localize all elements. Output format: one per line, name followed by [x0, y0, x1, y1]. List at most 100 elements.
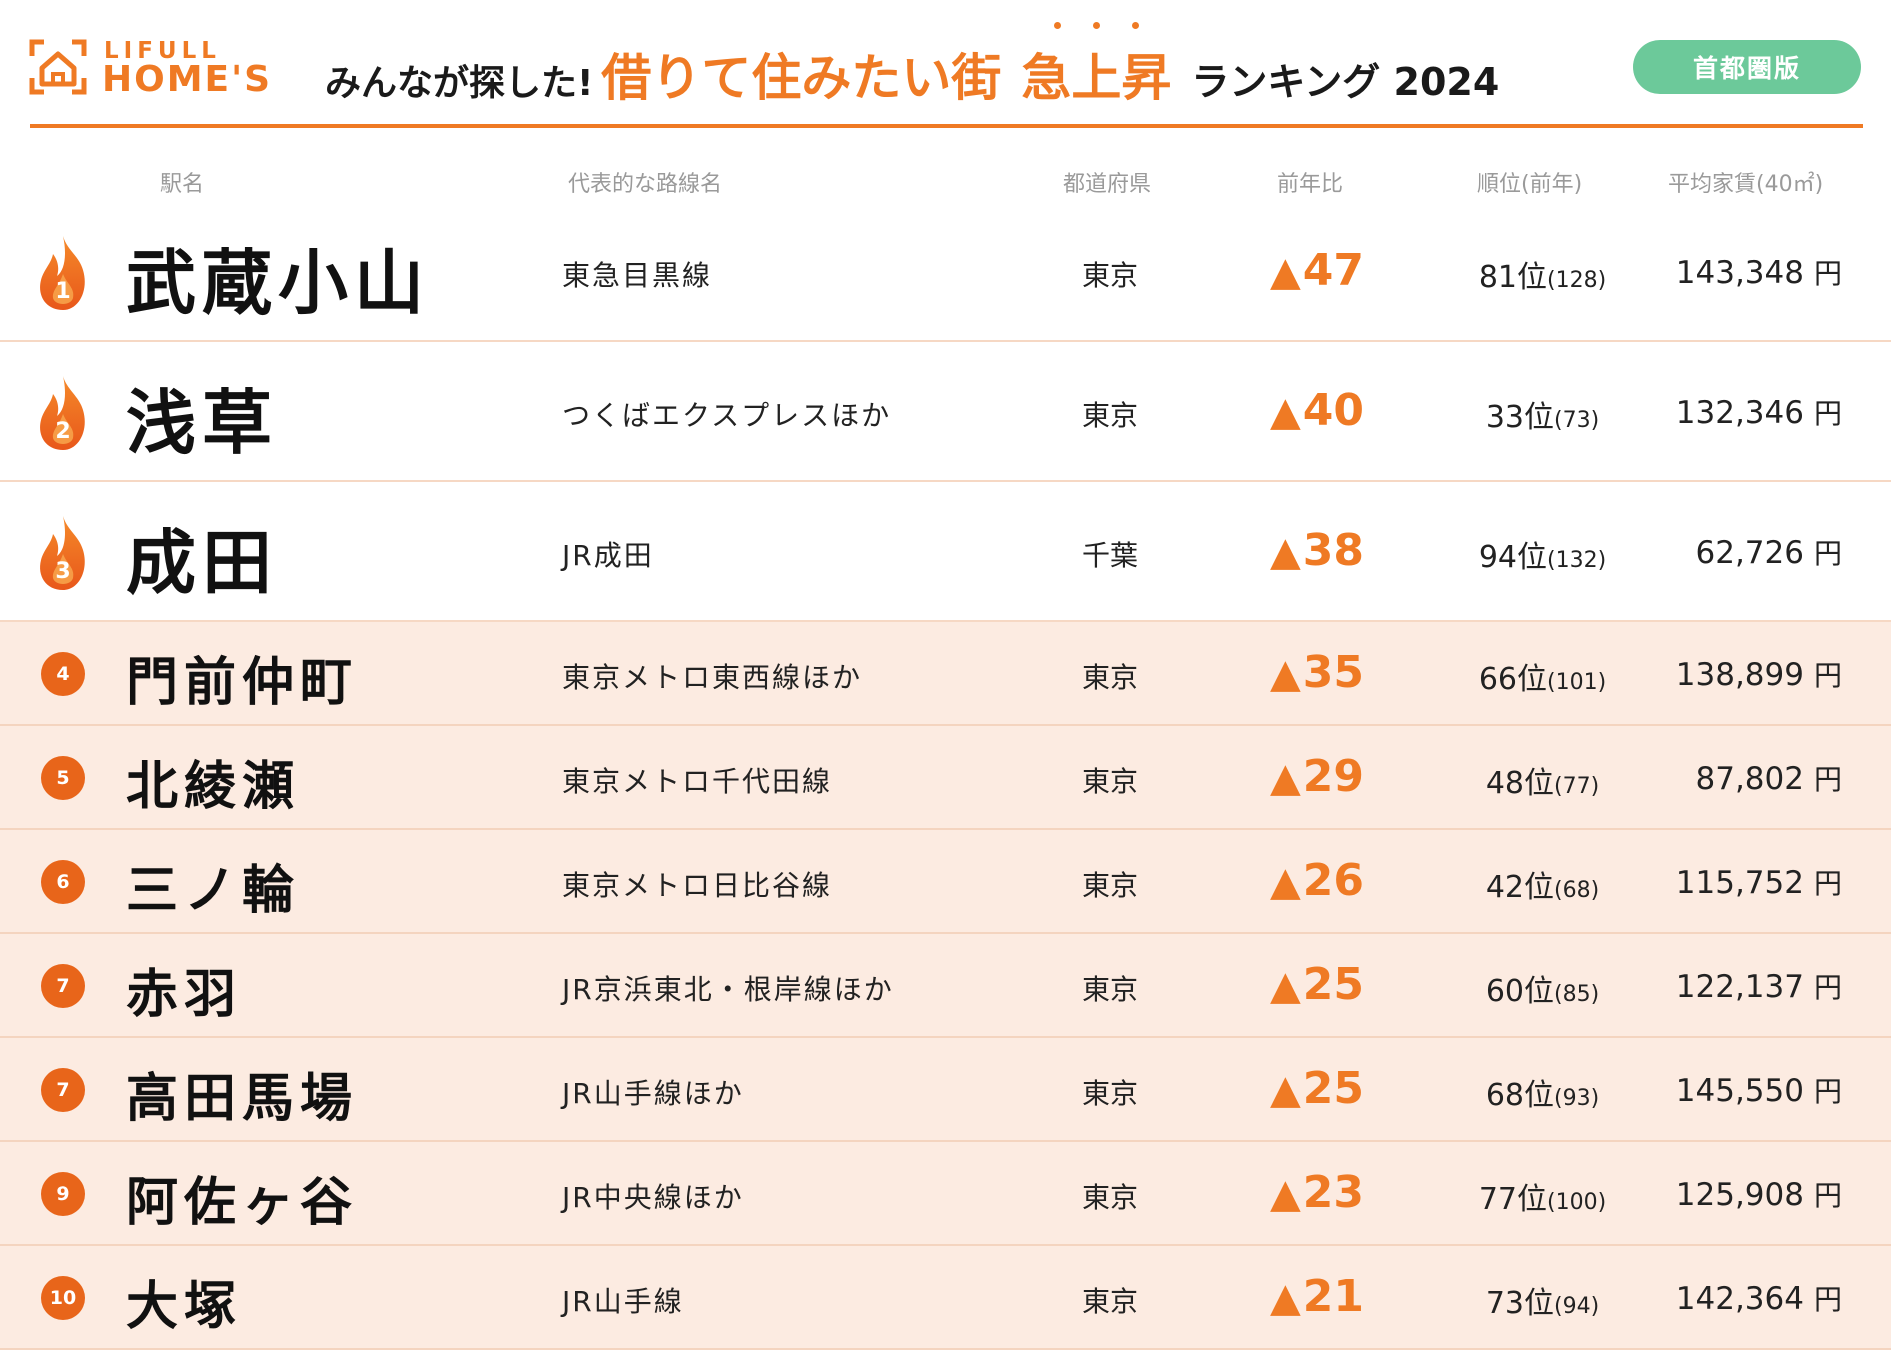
change-value: 29 [1302, 751, 1364, 802]
railway-line: 東急目黒線 [562, 259, 713, 292]
railway-line: JR山手線ほか [562, 1077, 744, 1110]
rank-number: 7 [56, 1079, 70, 1101]
column-header-prefecture: 都道府県 [1063, 172, 1152, 197]
station-name: 成田 [126, 522, 278, 604]
up-arrow-icon: ▲ [1270, 651, 1301, 697]
rank-badge-icon: 9 [41, 1172, 85, 1216]
yen-unit: 円 [1813, 1179, 1842, 1212]
column-header-line: 代表的な路線名 [568, 172, 723, 197]
station-name: 赤羽 [126, 965, 243, 1025]
rank-current-previous: 73位(94) [1420, 1278, 1665, 1322]
previous-rank: (132) [1547, 548, 1607, 573]
current-rank: 94位 [1478, 540, 1547, 575]
rent-value: 132,346 [1675, 395, 1804, 431]
rank-badge-icon: 6 [41, 860, 85, 904]
railway-line: JR中央線ほか [562, 1181, 744, 1214]
yoy-change: ▲23 [1270, 1167, 1364, 1218]
average-rent: 138,899 円 [1660, 654, 1842, 694]
table-row: 10 大塚 JR山手線 東京 ▲21 73位(94) 142,364 円 [0, 1246, 1891, 1350]
rank-number: 3 [55, 559, 71, 584]
prefecture: 東京 [1081, 661, 1138, 694]
yen-unit: 円 [1813, 257, 1842, 290]
prefecture: 東京 [1081, 1077, 1138, 1110]
yen-unit: 円 [1813, 971, 1842, 1004]
station-name: 三ノ輪 [126, 861, 301, 921]
rank-badge-icon: 4 [41, 652, 85, 696]
station-name: 門前仲町 [126, 653, 359, 713]
table-row: 6 三ノ輪 東京メトロ日比谷線 東京 ▲26 42位(68) 115,752 円 [0, 830, 1891, 934]
current-rank: 66位 [1478, 662, 1547, 697]
rank-current-previous: 42位(68) [1420, 862, 1665, 906]
title-prefix: みんなが探した! [325, 63, 594, 104]
rent-value: 62,726 [1695, 535, 1804, 571]
rank-badge-icon: 7 [41, 964, 85, 1008]
rank-current-previous: 77位(100) [1420, 1174, 1665, 1218]
rank-current-previous: 81位(128) [1420, 252, 1665, 296]
flame-icon: 2 [33, 374, 93, 454]
yoy-change: ▲40 [1270, 385, 1364, 436]
yoy-change: ▲38 [1270, 525, 1364, 576]
average-rent: 125,908 円 [1660, 1174, 1842, 1214]
prefecture: 東京 [1081, 1181, 1138, 1214]
railway-line: JR京浜東北・根岸線ほか [562, 973, 894, 1006]
edition-badge: 首都圏版 [1633, 40, 1861, 94]
previous-rank: (101) [1547, 670, 1607, 695]
rent-value: 87,802 [1695, 761, 1804, 797]
rank-current-previous: 33位(73) [1420, 392, 1665, 436]
change-value: 38 [1302, 525, 1364, 576]
logo-text-homes: HOME'S [102, 59, 273, 100]
column-header-rent: 平均家賃(40㎡) [1668, 172, 1824, 197]
rent-value: 122,137 [1675, 969, 1804, 1005]
railway-line: 東京メトロ日比谷線 [562, 869, 833, 902]
rank-number: 5 [56, 767, 70, 789]
prefecture: 千葉 [1081, 539, 1138, 572]
yen-unit: 円 [1813, 1075, 1842, 1108]
previous-rank: (77) [1554, 774, 1600, 799]
prefecture: 東京 [1081, 765, 1138, 798]
title-main: 借りて住みたい街 [601, 49, 1002, 107]
average-rent: 87,802 円 [1660, 758, 1843, 798]
flame-icon: 3 [33, 514, 93, 594]
station-name: 阿佐ヶ谷 [126, 1173, 359, 1233]
up-arrow-icon: ▲ [1270, 1067, 1301, 1113]
up-arrow-icon: ▲ [1270, 1275, 1301, 1321]
average-rent: 62,726 円 [1660, 532, 1843, 572]
rent-value: 143,348 [1675, 255, 1804, 291]
up-arrow-icon: ▲ [1270, 1171, 1301, 1217]
emphasis-dots [1021, 22, 1171, 29]
rank-number: 1 [55, 279, 71, 304]
average-rent: 143,348 円 [1660, 252, 1842, 292]
current-rank: 42位 [1485, 870, 1554, 905]
prefecture: 東京 [1081, 1285, 1138, 1318]
rent-value: 115,752 [1675, 865, 1804, 901]
previous-rank: (85) [1554, 982, 1600, 1007]
average-rent: 142,364 円 [1660, 1278, 1842, 1318]
header-divider [30, 124, 1863, 128]
change-value: 40 [1302, 385, 1364, 436]
previous-rank: (73) [1554, 408, 1600, 433]
yen-unit: 円 [1813, 1283, 1842, 1316]
yen-unit: 円 [1813, 397, 1842, 430]
rank-number: 10 [49, 1287, 77, 1309]
yen-unit: 円 [1813, 659, 1842, 692]
average-rent: 132,346 円 [1660, 392, 1842, 432]
rank-current-previous: 60位(85) [1420, 966, 1665, 1010]
station-name: 大塚 [126, 1277, 243, 1337]
table-row: 9 阿佐ヶ谷 JR中央線ほか 東京 ▲23 77位(100) 125,908 円 [0, 1142, 1891, 1246]
rent-value: 145,550 [1675, 1073, 1804, 1109]
change-value: 35 [1302, 647, 1364, 698]
page-title: みんなが探した! 借りて住みたい街 急上昇 ランキング 2024 [325, 22, 1499, 108]
yoy-change: ▲21 [1270, 1271, 1364, 1322]
column-header-station: 駅名 [160, 172, 205, 197]
change-value: 25 [1302, 1063, 1364, 1114]
table-row: 2 浅草 つくばエクスプレスほか 東京 ▲40 33位(73) 132,346 円 [0, 342, 1891, 482]
table-row: 1 武蔵小山 東急目黒線 東京 ▲47 81位(128) 143,348 円 [0, 202, 1891, 342]
yen-unit: 円 [1813, 763, 1842, 796]
house-icon [29, 39, 87, 95]
current-rank: 33位 [1485, 400, 1554, 435]
previous-rank: (68) [1554, 878, 1600, 903]
column-header-change: 前年比 [1277, 172, 1344, 197]
table-row: 3 成田 JR成田 千葉 ▲38 94位(132) 62,726 円 [0, 482, 1891, 622]
rent-value: 125,908 [1675, 1177, 1804, 1213]
table-row: 7 赤羽 JR京浜東北・根岸線ほか 東京 ▲25 60位(85) 122,137 円 [0, 934, 1891, 1038]
